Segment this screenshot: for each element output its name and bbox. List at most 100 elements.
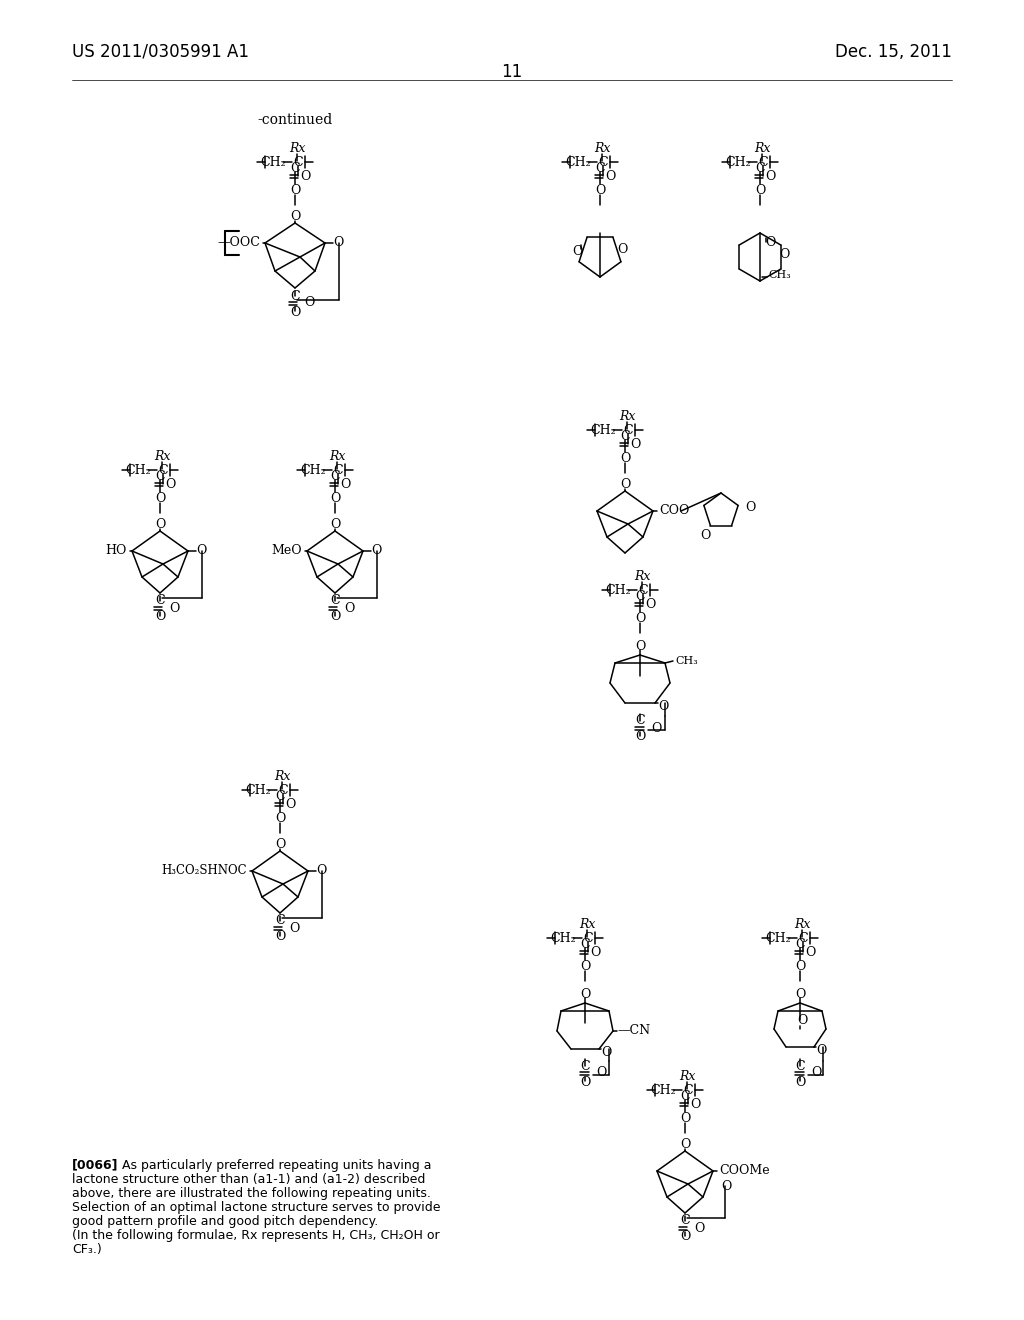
Text: —OOC: —OOC: [217, 236, 260, 249]
Text: O: O: [690, 1097, 700, 1110]
Text: O: O: [155, 491, 165, 504]
Text: C: C: [330, 470, 340, 483]
Text: Rx: Rx: [634, 569, 650, 582]
Text: O: O: [340, 478, 350, 491]
Text: C: C: [275, 789, 285, 803]
Text: C: C: [581, 1060, 590, 1072]
Text: O: O: [797, 1015, 807, 1027]
Text: MeO: MeO: [271, 544, 302, 557]
Text: O: O: [645, 598, 655, 610]
Text: C: C: [290, 161, 300, 174]
Text: O: O: [330, 610, 340, 623]
Text: O: O: [165, 478, 175, 491]
Text: O: O: [580, 987, 590, 1001]
Text: [0066]: [0066]: [72, 1159, 119, 1172]
Text: O: O: [635, 730, 645, 743]
Text: O: O: [580, 960, 590, 973]
Text: CH₂: CH₂: [300, 463, 326, 477]
Text: O: O: [795, 987, 805, 1001]
Text: C: C: [156, 470, 165, 483]
Text: above, there are illustrated the following repeating units.: above, there are illustrated the followi…: [72, 1187, 431, 1200]
Text: O: O: [590, 945, 600, 958]
Text: O: O: [765, 169, 775, 182]
Text: C: C: [333, 463, 343, 477]
Text: O: O: [755, 183, 765, 197]
Text: CH₃: CH₃: [675, 656, 697, 667]
Text: C: C: [330, 594, 340, 607]
Text: C: C: [755, 161, 765, 174]
Text: O: O: [680, 1111, 690, 1125]
Text: CH₂: CH₂: [765, 932, 791, 945]
Text: -continued: -continued: [257, 114, 333, 127]
Text: C: C: [293, 156, 303, 169]
Text: Rx: Rx: [273, 770, 290, 783]
Text: O: O: [795, 960, 805, 973]
Text: C: C: [598, 156, 608, 169]
Text: O: O: [745, 502, 756, 513]
Text: CH₂: CH₂: [550, 932, 575, 945]
Text: O: O: [333, 236, 343, 249]
Text: Dec. 15, 2011: Dec. 15, 2011: [836, 44, 952, 61]
Text: C: C: [638, 583, 648, 597]
Text: US 2011/0305991 A1: US 2011/0305991 A1: [72, 44, 249, 61]
Text: C: C: [680, 1214, 690, 1228]
Text: O: O: [617, 243, 628, 256]
Text: CH₃: CH₃: [768, 271, 791, 280]
Text: O: O: [300, 169, 310, 182]
Text: O: O: [330, 491, 340, 504]
Text: O: O: [155, 610, 165, 623]
Text: C: C: [275, 915, 285, 928]
Text: O: O: [274, 812, 286, 825]
Text: O: O: [605, 169, 615, 182]
Text: COO: COO: [659, 504, 689, 517]
Text: O: O: [620, 451, 630, 465]
Text: O: O: [658, 700, 669, 713]
Text: C: C: [680, 1089, 690, 1102]
Text: O: O: [304, 297, 314, 309]
Text: (In the following formulae, Rx represents H, CH₃, CH₂OH or: (In the following formulae, Rx represent…: [72, 1229, 439, 1242]
Text: O: O: [680, 1138, 690, 1151]
Text: O: O: [169, 602, 179, 615]
Text: O: O: [694, 1221, 705, 1234]
Text: Rx: Rx: [794, 917, 810, 931]
Text: Rx: Rx: [679, 1069, 695, 1082]
Text: C: C: [683, 1084, 693, 1097]
Text: O: O: [596, 1067, 606, 1080]
Text: C: C: [635, 590, 645, 602]
Text: O: O: [816, 1044, 826, 1056]
Text: O: O: [630, 437, 640, 450]
Text: O: O: [371, 544, 381, 557]
Text: O: O: [811, 1067, 821, 1080]
Text: C: C: [158, 463, 168, 477]
Text: Selection of an optimal lactone structure serves to provide: Selection of an optimal lactone structur…: [72, 1200, 440, 1213]
Text: CH₂: CH₂: [725, 156, 751, 169]
Text: Rx: Rx: [594, 141, 610, 154]
Text: O: O: [601, 1045, 611, 1059]
Text: O: O: [196, 544, 207, 557]
Text: O: O: [285, 797, 295, 810]
Text: CH₂: CH₂: [605, 583, 631, 597]
Text: Rx: Rx: [618, 409, 635, 422]
Text: CH₂: CH₂: [565, 156, 591, 169]
Text: O: O: [274, 931, 286, 944]
Text: C: C: [595, 161, 605, 174]
Text: C: C: [290, 289, 300, 302]
Text: O: O: [290, 210, 300, 223]
Text: CF₃.): CF₃.): [72, 1242, 101, 1255]
Text: CH₂: CH₂: [650, 1084, 676, 1097]
Text: O: O: [155, 519, 165, 532]
Text: C: C: [624, 424, 633, 437]
Text: CH₂: CH₂: [245, 784, 270, 796]
Text: O: O: [805, 945, 815, 958]
Text: O: O: [290, 183, 300, 197]
Text: lactone structure other than (a1-1) and (a1-2) described: lactone structure other than (a1-1) and …: [72, 1172, 425, 1185]
Text: Rx: Rx: [289, 141, 305, 154]
Text: O: O: [330, 519, 340, 532]
Text: Rx: Rx: [579, 917, 595, 931]
Text: CH₂: CH₂: [590, 424, 615, 437]
Text: H₃CO₂SHNOC: H₃CO₂SHNOC: [162, 865, 247, 878]
Text: As particularly preferred repeating units having a: As particularly preferred repeating unit…: [114, 1159, 431, 1172]
Text: C: C: [621, 429, 630, 442]
Text: C: C: [796, 1060, 805, 1072]
Text: O: O: [635, 639, 645, 652]
